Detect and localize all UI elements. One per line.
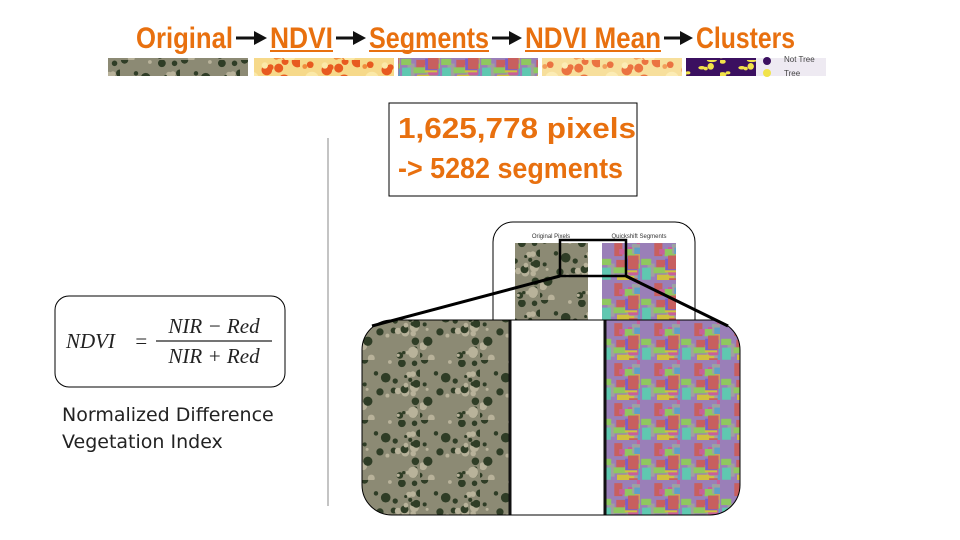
pipeline-step[interactable]: NDVI (270, 22, 333, 55)
arrow-head (353, 31, 366, 45)
legend-label: Not Tree (784, 55, 815, 64)
thumb-ndvi-mean (542, 58, 682, 76)
thumb-clusters (686, 58, 756, 76)
pipeline-step[interactable]: Segments (369, 22, 489, 55)
zoom-segments (605, 320, 740, 515)
zoom-line (625, 274, 729, 328)
thumb-original (108, 58, 248, 76)
pipeline-step[interactable]: NDVI Mean (525, 22, 661, 55)
callout-line: -> 5282 segments (398, 153, 623, 185)
pipeline: Original NDVI Segments NDVI Mean Clusters (136, 22, 795, 55)
formula-lhs: NDVI (65, 329, 116, 353)
callout-box (388, 102, 638, 197)
zoom-line (371, 274, 561, 328)
formula-numerator: NIR − Red (167, 314, 260, 338)
legend-dot (763, 57, 771, 65)
zoom-frame (361, 319, 741, 516)
legend-dot (763, 69, 771, 77)
arrow-head (254, 31, 267, 45)
figure-label: Quickshift Segments (611, 234, 666, 240)
figure-label: Original Pixels (532, 234, 570, 240)
legend-label: Tree (784, 69, 801, 78)
figure-original (515, 243, 588, 323)
zoom-view (362, 320, 740, 515)
zoom-original (362, 320, 510, 515)
formula-eq: = (134, 329, 148, 353)
callout-line: 1,625,778 pixels (398, 113, 636, 145)
formula-denominator: NIR + Red (167, 344, 260, 368)
pipeline-step: Clusters (696, 22, 795, 55)
pipeline-step: Original (136, 22, 233, 55)
thumb-ndvi (254, 58, 394, 76)
thumb-segments (398, 58, 538, 76)
caption-line: Vegetation Index (62, 431, 223, 453)
zoom-box (558, 238, 628, 278)
thumb-legend (756, 58, 826, 76)
arrow-head (509, 31, 522, 45)
arrow-head (680, 31, 693, 45)
caption-line: Normalized Difference (62, 404, 274, 426)
